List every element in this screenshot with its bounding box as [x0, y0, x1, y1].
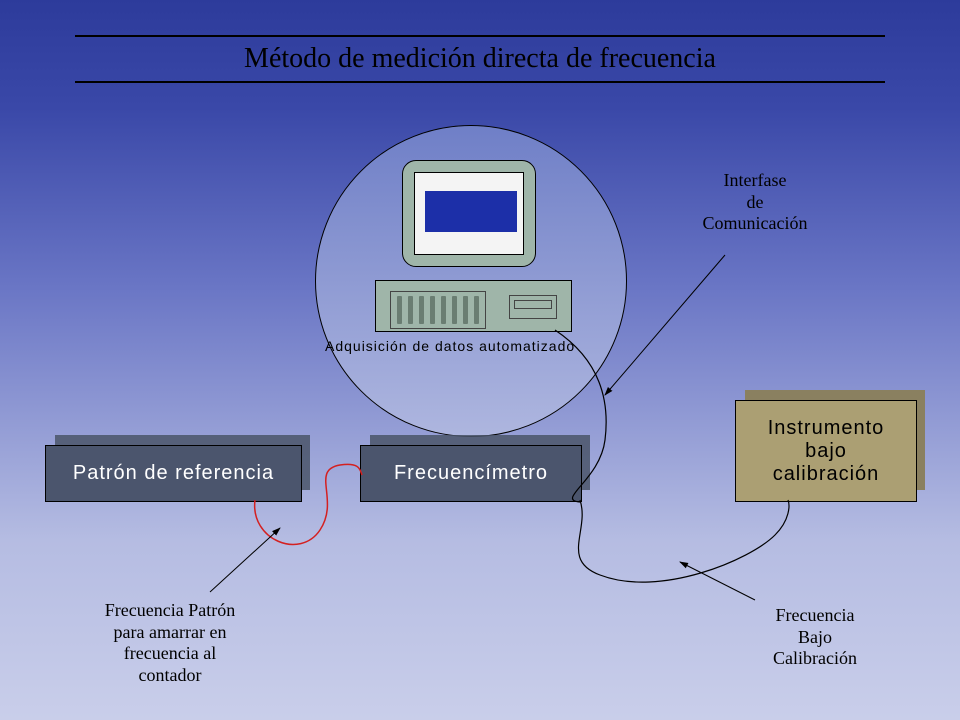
- title-rule-bottom: [75, 81, 885, 83]
- frec-box: Frecuencímetro: [360, 445, 582, 502]
- tower-drive: [509, 295, 557, 319]
- tower-vents: [390, 291, 486, 329]
- patron-box: Patrón de referencia: [45, 445, 302, 502]
- wire-bajo: [578, 500, 788, 582]
- monitor-signal: [425, 191, 517, 232]
- instr-label: Instrumentobajocalibración: [768, 417, 885, 486]
- label-frec-patron: Frecuencia Patrónpara amarrar enfrecuenc…: [60, 600, 280, 686]
- label-interfase: InterfasedeComunicación: [655, 170, 855, 235]
- arrow-frec-patron: [210, 528, 280, 592]
- monitor-screen: [414, 172, 524, 255]
- computer-caption: Adquisición de datos automatizado: [325, 338, 575, 354]
- computer-tower-icon: [375, 280, 572, 332]
- instr-box: Instrumentobajocalibración: [735, 400, 917, 502]
- frec-label: Frecuencímetro: [394, 462, 548, 485]
- label-frec-bajo: FrecuenciaBajoCalibración: [735, 605, 895, 670]
- arrow-frec-bajo: [680, 562, 755, 600]
- patron-label: Patrón de referencia: [73, 462, 274, 485]
- tower-drive-slot: [514, 300, 552, 309]
- page-title: Método de medición directa de frecuencia: [75, 37, 885, 81]
- title-block: Método de medición directa de frecuencia: [75, 35, 885, 83]
